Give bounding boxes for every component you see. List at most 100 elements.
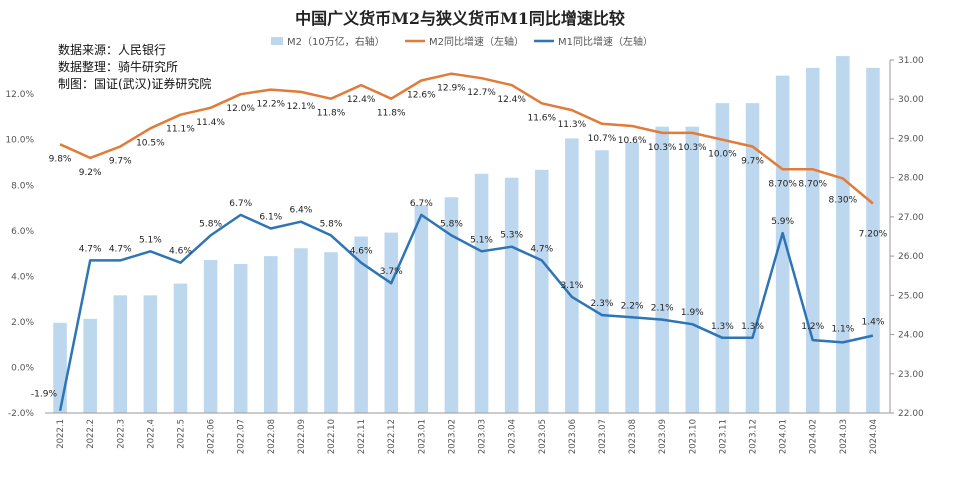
m2-growth-line: [59, 72, 874, 205]
m2-growth-label: 11.8%: [377, 109, 406, 119]
x-tick-label: 2022.06: [207, 419, 217, 454]
m2-bar: [173, 283, 188, 413]
x-tick-label: 2023.12: [749, 419, 759, 454]
m1-growth-label: 2.1%: [651, 304, 674, 314]
y-left-tick-label: 0.0%: [11, 363, 34, 373]
m2-growth-label: 12.1%: [287, 102, 316, 112]
m2-bar: [83, 318, 97, 413]
chart-maker-note: 制图：国证(武汉)证券研究院: [58, 76, 211, 91]
m1-growth-label: 1.3%: [711, 322, 734, 332]
m1-growth-label: 1.9%: [681, 308, 704, 318]
m2-bar: [414, 205, 429, 413]
legend-label-m1-growth: M1同比增速（左轴）: [558, 35, 653, 48]
y-right-tick-label: 28.00: [898, 174, 924, 184]
x-tick-label: 2022.08: [267, 419, 277, 454]
x-tick-label: 2023.02: [447, 419, 457, 454]
m2-growth-label: 12.2%: [257, 100, 286, 110]
m2-growth-label: 11.6%: [527, 113, 556, 123]
x-tick-label: 2024.01: [779, 419, 789, 454]
x-tick-label: 2022.4: [146, 419, 156, 449]
m2-bars: [53, 56, 880, 414]
data-source-note: 数据来源：人民银行: [58, 42, 166, 57]
x-tick-label: 2023.08: [628, 419, 638, 454]
x-tick-label: 2022.3: [116, 419, 126, 449]
m2-growth-label: 11.1%: [166, 125, 195, 135]
m1-growth-label: 4.7%: [79, 244, 102, 254]
m2-growth-label: 10.6%: [618, 136, 647, 146]
x-tick-label: 2024.03: [839, 419, 849, 454]
legend-label-m2-growth: M2同比增速（左轴）: [429, 35, 524, 48]
y-right-tick-label: 26.00: [898, 252, 924, 262]
x-tick-label: 2022.2: [86, 419, 96, 449]
m1-growth-label: 1.4%: [862, 318, 885, 328]
x-tick-label: 2023.01: [417, 419, 427, 454]
m2-bar: [595, 150, 609, 413]
m2-growth-label: 11.8%: [317, 109, 346, 119]
x-tick-label: 2022.11: [357, 419, 367, 454]
m1-growth-label: 5.1%: [470, 235, 493, 245]
m2-bar: [655, 126, 669, 413]
y-left-tick-label: 10.0%: [5, 136, 34, 146]
m2-bar: [203, 260, 218, 413]
y-right-tick-label: 25.00: [898, 291, 924, 301]
y-left-tick-label: 2.0%: [11, 318, 34, 328]
m2-growth-label: 12.9%: [437, 84, 466, 94]
y-right-tick-label: 22.00: [898, 409, 924, 419]
y-right-tick-label: 29.00: [898, 134, 924, 144]
m1-growth-label: 2.3%: [591, 299, 614, 309]
m1-growth-label: 3.7%: [380, 267, 403, 277]
m1-growth-label: 6.7%: [410, 199, 433, 209]
m1-growth-label: 4.6%: [169, 247, 192, 257]
y-left-tick-label: -2.0%: [8, 409, 35, 419]
m2-bar: [685, 126, 700, 413]
m2-growth-label: 12.4%: [347, 95, 376, 105]
m2-bar: [384, 232, 399, 413]
x-tick-label: 2023.09: [658, 419, 668, 454]
m2-growth-label: 12.7%: [467, 88, 496, 98]
m2-bar: [444, 197, 459, 413]
x-tick-label: 2024.04: [869, 419, 879, 454]
chart-title: 中国广义货币M2与狭义货币M1同比增速比较: [295, 9, 625, 28]
m1-growth-label: 4.7%: [530, 244, 553, 254]
legend-label-m2: M2（10万亿，右轴）: [287, 35, 385, 48]
m2-bar: [324, 252, 338, 413]
m2-growth-label: 10.0%: [708, 150, 737, 160]
growth-lines: [58, 72, 874, 411]
m1-growth-label: 5.8%: [320, 219, 343, 229]
y-right-tick-label: 30.00: [898, 95, 924, 105]
m1-growth-label: 3.1%: [560, 281, 583, 291]
y-left-tick-label: 8.0%: [11, 181, 34, 191]
x-tick-label: 2022.10: [327, 419, 337, 454]
m2-growth-label: 10.3%: [678, 143, 707, 153]
legend: M2（10万亿，右轴） M2同比增速（左轴） M1同比增速（左轴）: [271, 35, 653, 48]
x-tick-label: 2024.02: [809, 419, 819, 454]
m2-bar: [354, 236, 368, 413]
m2-growth-label: 8.70%: [798, 179, 827, 189]
m1-growth-label: 1.3%: [741, 322, 764, 332]
y-right-tick-label: 27.00: [898, 213, 924, 223]
m2-bar: [233, 263, 248, 413]
x-tick-label: 2022.1: [56, 419, 66, 449]
m1-growth-label: 2.2%: [621, 301, 644, 311]
x-tick-label: 2022.12: [387, 419, 397, 454]
y-left-tick-label: 6.0%: [11, 227, 34, 237]
m2-growth-label: 8.30%: [829, 195, 858, 205]
m2-bar: [294, 248, 308, 413]
m2-growth-label: 9.7%: [109, 157, 132, 167]
y-left-tick-label: 12.0%: [5, 90, 34, 100]
y-right-tick-label: 31.00: [898, 56, 924, 66]
m2-bar: [264, 256, 278, 413]
m2-bar: [866, 67, 880, 413]
data-compiler-note: 数据整理：骑牛研究所: [58, 59, 178, 74]
m2-bar: [143, 295, 158, 413]
axes: -2.0% 0.0% 2.0% 4.0% 6.0% 8.0% 10.0% 12.0% 22.00…: [5, 56, 924, 454]
y-right-tick-label: 23.00: [898, 370, 924, 380]
m1-growth-label: 5.8%: [199, 219, 222, 229]
m2-growth-label: 9.8%: [49, 154, 72, 164]
m2-bar: [113, 295, 128, 413]
x-tick-label: 2023.10: [688, 419, 698, 454]
m2-growth-label: 10.3%: [648, 143, 677, 153]
m2-growth-label: 12.6%: [407, 90, 436, 100]
m2-growth-label: 12.4%: [497, 95, 526, 105]
